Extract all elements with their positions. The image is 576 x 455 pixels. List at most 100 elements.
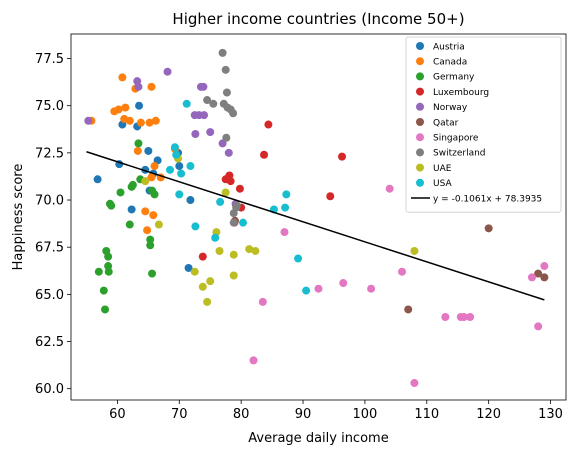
data-point	[206, 277, 215, 286]
data-point	[264, 120, 273, 129]
data-point	[141, 207, 150, 216]
data-point	[215, 246, 224, 255]
legend-label: Switzerland	[433, 149, 486, 159]
data-point	[229, 218, 238, 227]
data-point	[182, 99, 191, 108]
data-point	[251, 246, 260, 255]
legend: Austria Canada Germany Luxembourg Norway Qata…	[405, 36, 562, 213]
data-point	[127, 205, 136, 214]
data-point	[245, 245, 254, 254]
data-point	[163, 67, 172, 76]
data-point	[398, 267, 407, 276]
legend-label: UAE	[433, 164, 452, 174]
data-point	[466, 312, 475, 321]
legend-marker	[416, 72, 424, 81]
data-point	[203, 297, 212, 306]
data-point	[150, 190, 159, 199]
legend-marker	[416, 133, 424, 142]
data-point	[99, 286, 108, 295]
x-tick-label: 120	[476, 407, 501, 422]
legend-label: Qatar	[433, 118, 459, 128]
data-point	[527, 273, 536, 282]
data-point	[302, 286, 311, 295]
data-point	[104, 252, 113, 261]
data-point	[385, 184, 394, 193]
data-point	[104, 267, 113, 276]
legend-marker	[416, 42, 424, 50]
data-point	[199, 82, 208, 91]
data-point	[175, 190, 184, 199]
data-point	[206, 128, 215, 137]
legend-label: Luxembourg	[433, 88, 489, 98]
legend-marker	[416, 102, 424, 111]
x-tick-label: 110	[414, 407, 439, 422]
data-point	[410, 246, 419, 255]
data-point	[170, 143, 179, 152]
data-point	[294, 254, 303, 263]
data-point	[338, 152, 347, 161]
data-point	[147, 173, 156, 182]
x-tick-label: 90	[295, 407, 312, 422]
legend-marker	[416, 163, 424, 172]
data-point	[229, 109, 238, 118]
data-point	[135, 101, 144, 110]
legend-label: Germany	[433, 73, 475, 83]
data-point	[134, 82, 143, 91]
data-point	[125, 116, 134, 125]
data-point	[218, 139, 227, 148]
data-point	[116, 188, 125, 197]
trendline	[86, 151, 545, 301]
series-singapore	[249, 184, 549, 388]
data-point	[166, 165, 174, 174]
series-switzerland	[203, 48, 241, 227]
data-point	[534, 269, 543, 278]
y-tick-label: 65.0	[35, 288, 64, 303]
y-tick-label: 67.5	[35, 241, 64, 256]
y-tick-label: 60.0	[35, 382, 64, 397]
data-point	[367, 284, 376, 293]
data-point	[186, 196, 195, 205]
data-point	[540, 262, 549, 271]
legend-label: Canada	[433, 58, 467, 68]
data-point	[136, 118, 145, 127]
data-point	[221, 65, 230, 74]
data-point	[260, 150, 269, 159]
y-tick-label: 70.0	[35, 194, 64, 209]
y-axis-label: Happiness score	[11, 164, 26, 271]
x-tick-label: 70	[171, 407, 188, 422]
data-point	[84, 116, 93, 125]
data-point	[149, 211, 158, 220]
legend-label: Austria	[433, 42, 465, 52]
data-point	[211, 233, 220, 242]
legend-marker	[416, 118, 424, 126]
series-germany	[94, 139, 159, 314]
data-point	[145, 118, 154, 127]
data-point	[282, 190, 291, 199]
y-tick-label: 62.5	[35, 335, 64, 350]
data-point	[143, 226, 152, 235]
data-point	[128, 180, 137, 189]
data-point	[222, 88, 231, 97]
legend-marker	[416, 87, 424, 96]
data-point	[249, 356, 258, 365]
data-point	[226, 177, 235, 186]
legend-label: Norway	[433, 103, 468, 113]
data-point	[151, 116, 160, 125]
data-point	[221, 188, 230, 197]
data-point	[184, 263, 193, 272]
data-point	[281, 203, 290, 212]
data-point	[147, 82, 156, 91]
data-point	[141, 177, 150, 186]
data-point	[222, 133, 231, 142]
legend-marker	[416, 57, 424, 66]
data-point	[326, 192, 335, 201]
data-point	[198, 282, 207, 291]
data-point	[218, 48, 227, 57]
data-point	[224, 148, 233, 157]
series-uae	[141, 154, 419, 306]
x-tick-label: 130	[538, 407, 563, 422]
legend-label: Singapore	[433, 134, 479, 144]
y-tick-label: 75.0	[35, 99, 64, 114]
data-point	[216, 197, 225, 206]
legend-box	[405, 36, 562, 213]
